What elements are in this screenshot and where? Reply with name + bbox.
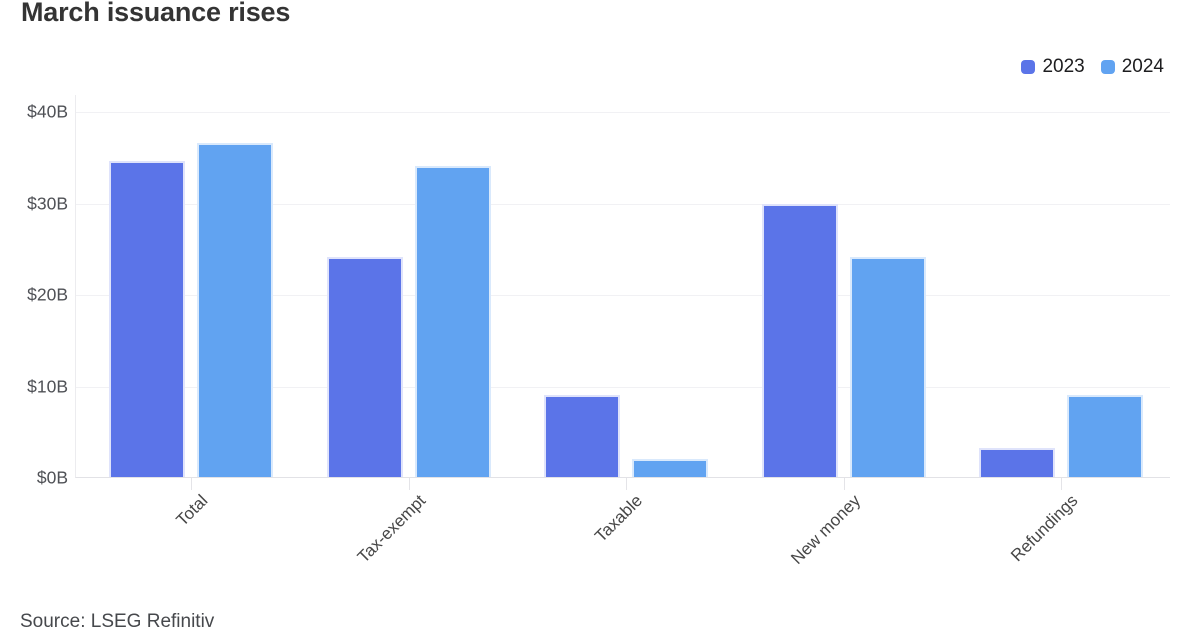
x-axis-labels: Total Tax-exempt Taxable New money Refunding… xyxy=(75,491,1170,591)
legend-label: 2024 xyxy=(1121,56,1164,77)
bar-2023-total xyxy=(109,161,185,477)
x-tick-label-new-money: New money xyxy=(787,491,864,568)
x-tick-total xyxy=(191,478,192,490)
x-tick-tax-exempt xyxy=(408,478,410,490)
x-tick-new-money xyxy=(843,478,845,490)
legend-label: 2023 xyxy=(1042,56,1085,77)
bar-group-tax-exempt xyxy=(326,165,491,477)
legend: 2023 2024 xyxy=(1021,56,1164,78)
bar-2024-taxable xyxy=(632,458,708,477)
bar-2024-refundings xyxy=(1067,394,1143,477)
bar-group-new-money xyxy=(761,204,926,477)
legend-item-2023: 2023 xyxy=(1021,56,1085,78)
bar-2023-tax-exempt xyxy=(326,257,403,477)
y-tick-label-20: $20B xyxy=(27,284,68,305)
gridline-10 xyxy=(76,386,1170,388)
gridline-30 xyxy=(76,203,1170,205)
bar-2024-total xyxy=(197,143,273,477)
y-tick-label-40: $40B xyxy=(27,101,68,122)
y-tick-label-0: $0B xyxy=(36,467,68,488)
bar-2024-new-money xyxy=(849,257,926,477)
legend-swatch-2024 xyxy=(1100,60,1115,74)
bar-2023-taxable xyxy=(544,394,620,477)
plot-area xyxy=(75,95,1170,490)
bar-group-total xyxy=(109,143,273,477)
x-tick-refundings xyxy=(1061,478,1062,490)
x-tick-label-taxable: Taxable xyxy=(591,491,647,546)
x-tick-label-refundings: Refundings xyxy=(1007,491,1082,566)
bar-2023-new-money xyxy=(761,204,838,477)
y-tick-label-10: $10B xyxy=(27,376,68,396)
y-axis-labels: $0B $10B $20B $30B $40B xyxy=(0,95,68,488)
x-tick-label-tax-exempt: Tax-exempt xyxy=(353,491,429,567)
y-tick-label-30: $30B xyxy=(27,193,68,213)
bar-group-taxable xyxy=(544,394,708,477)
legend-swatch-2023 xyxy=(1021,60,1036,74)
gridline-40 xyxy=(76,112,1170,113)
bar-group-refundings xyxy=(979,394,1143,477)
bar-2024-tax-exempt xyxy=(414,165,491,477)
x-tick-label-total: Total xyxy=(172,491,212,530)
chart-title: March issuance rises xyxy=(21,0,291,27)
x-tick-taxable xyxy=(626,478,627,490)
gridline-20 xyxy=(76,295,1170,296)
legend-item-2024: 2024 xyxy=(1100,56,1164,78)
bar-2023-refundings xyxy=(979,447,1055,477)
source-attribution: Source: LSEG Refinitiv xyxy=(20,611,215,630)
